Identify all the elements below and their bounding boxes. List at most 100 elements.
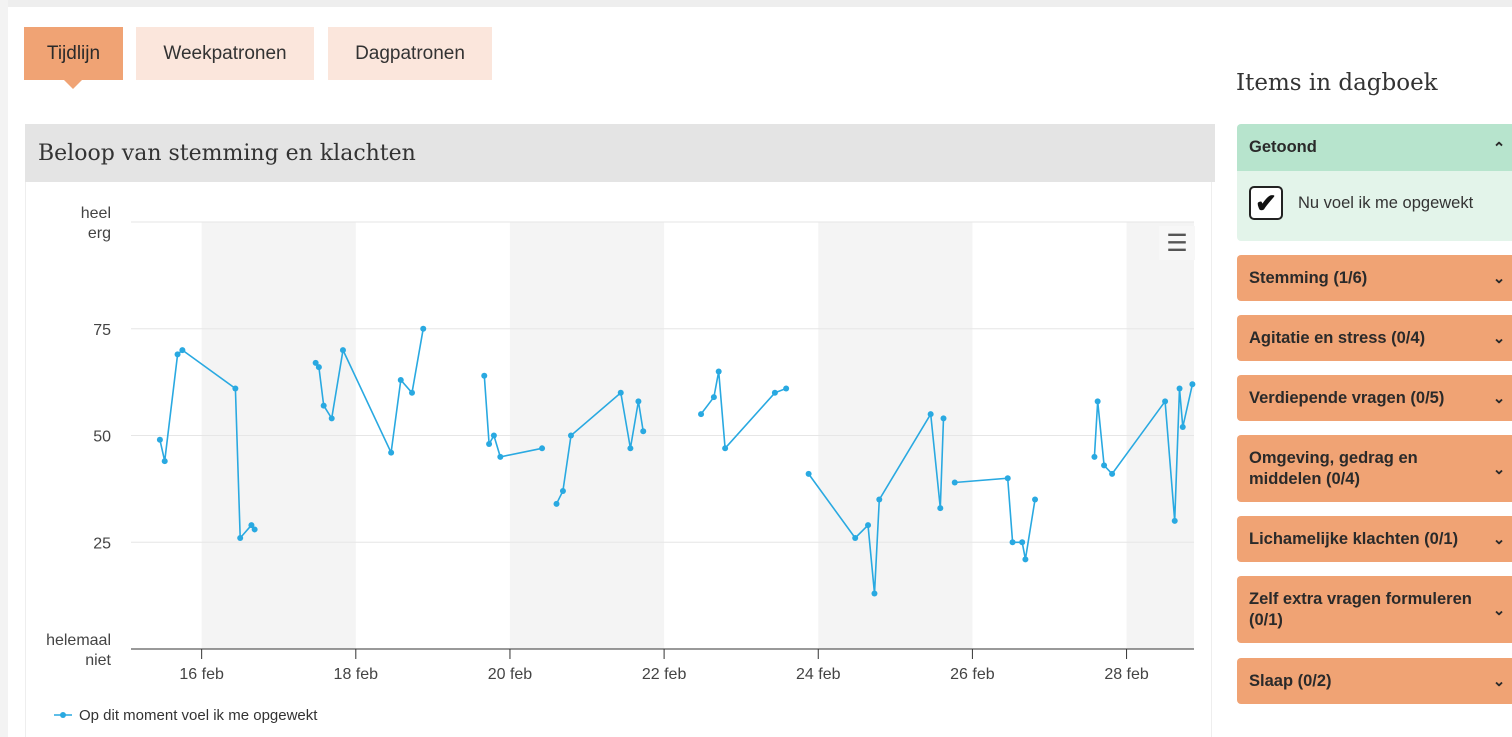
data-point: [1176, 385, 1183, 392]
accordion-label: Slaap (0/2): [1249, 671, 1332, 690]
data-point: [1189, 381, 1196, 388]
accordion-getoond[interactable]: Getoond ⌃: [1237, 124, 1512, 171]
data-point: [852, 534, 859, 541]
data-point: [567, 432, 574, 439]
data-point: [783, 385, 790, 392]
accordion-label: Lichamelijke klachten (0/1): [1249, 529, 1459, 548]
data-point: [698, 411, 705, 418]
accordion-label: Stemming (1/6): [1249, 268, 1368, 287]
data-point: [420, 325, 427, 332]
data-point: [553, 500, 560, 507]
data-point: [312, 359, 319, 366]
series-line: [700, 371, 787, 451]
item-checkbox-opgewekt[interactable]: ✔: [1249, 186, 1283, 220]
series-line: [807, 411, 945, 594]
y-tick-label: heel erg: [81, 205, 111, 242]
accordion-stemming[interactable]: Stemming (1/6) ⌄: [1237, 255, 1512, 301]
chevron-down-icon: ⌄: [1492, 270, 1506, 287]
data-point: [937, 505, 944, 512]
accordion-label: Getoond: [1249, 138, 1317, 156]
data-point: [497, 453, 504, 460]
data-point: [927, 411, 934, 418]
data-point: [940, 415, 947, 422]
data-point: [328, 415, 335, 422]
legend-symbol-dot: [60, 712, 66, 718]
x-tick-label: 22 feb: [642, 666, 687, 683]
y-tick-label: 75: [93, 322, 111, 339]
accordion-verdiepende-vragen[interactable]: Verdiepende vragen (0/5) ⌄: [1237, 375, 1512, 421]
data-point: [635, 398, 642, 405]
accordion-lichamelijke-klachten[interactable]: Lichamelijke klachten (0/1) ⌄: [1237, 516, 1512, 562]
data-point: [315, 364, 322, 371]
data-point: [1094, 398, 1101, 405]
data-point: [871, 590, 878, 597]
x-tick-label: 16 feb: [179, 666, 224, 683]
data-point: [710, 394, 717, 401]
panel-title: Beloop van stemming en klachten: [25, 124, 1215, 182]
chart-container: helemaal niet 25 50 75 heel erg 16 feb 18 feb 20 …: [25, 182, 1212, 737]
data-point: [805, 470, 812, 477]
data-point: [397, 376, 404, 383]
data-point: [486, 441, 493, 448]
data-point: [1009, 539, 1016, 546]
chevron-down-icon: ⌄: [1492, 390, 1506, 407]
chevron-down-icon: ⌄: [1492, 330, 1506, 347]
chevron-down-icon: ⌄: [1492, 531, 1506, 548]
data-point: [174, 351, 181, 358]
chevron-down-icon: ⌄: [1492, 673, 1506, 690]
data-point: [1022, 556, 1029, 563]
data-point: [248, 522, 255, 529]
accordion-zelf-extra-vragen[interactable]: Zelf extra vragen formuleren (0/1) ⌄: [1237, 576, 1512, 643]
timeline-chart: helemaal niet 25 50 75 heel erg 16 feb 18 feb 20 …: [46, 205, 1196, 724]
data-point: [1091, 453, 1098, 460]
tab-weekpatronen[interactable]: Weekpatronen: [136, 27, 314, 80]
data-point: [1109, 470, 1116, 477]
left-band: [0, 0, 8, 737]
data-point: [722, 445, 729, 452]
data-point: [320, 402, 327, 409]
accordion-label: Verdiepende vragen (0/5): [1249, 388, 1445, 407]
data-point: [539, 445, 546, 452]
hamburger-menu-icon: ☰: [1166, 229, 1188, 257]
x-tick-label: 28 feb: [1104, 666, 1149, 683]
data-point: [715, 368, 722, 375]
legend-label: Op dit moment voel ik me opgewekt: [79, 707, 318, 724]
data-point: [156, 436, 163, 443]
y-tick-label: 25: [93, 535, 111, 552]
data-point: [339, 347, 346, 354]
data-point: [179, 347, 186, 354]
data-point: [1162, 398, 1169, 405]
x-tick-label: 18 feb: [334, 666, 379, 683]
data-point: [161, 458, 168, 465]
data-point: [771, 389, 778, 396]
chevron-down-icon: ⌄: [1492, 601, 1506, 619]
x-tick-label: 24 feb: [796, 666, 841, 683]
sidebar-title: Items in dagboek: [1236, 70, 1438, 96]
data-point: [409, 389, 416, 396]
top-band: [0, 0, 1512, 7]
y-tick-label: 50: [93, 429, 111, 446]
data-point: [617, 389, 624, 396]
tab-dagpatronen[interactable]: Dagpatronen: [328, 27, 492, 80]
y-tick-label: helemaal niet: [46, 632, 111, 669]
accordion-label: Omgeving, gedrag en middelen (0/4): [1249, 448, 1418, 488]
data-point: [876, 496, 883, 503]
chart-menu-button[interactable]: ☰: [1159, 226, 1195, 260]
x-tick-label: 26 feb: [950, 666, 995, 683]
checkmark-icon: ✔: [1255, 187, 1277, 218]
accordion-slaap[interactable]: Slaap (0/2) ⌄: [1237, 658, 1512, 704]
data-point: [627, 445, 634, 452]
data-point: [640, 428, 647, 435]
accordion-omgeving[interactable]: Omgeving, gedrag en middelen (0/4) ⌄: [1237, 435, 1512, 502]
data-point: [1171, 517, 1178, 524]
data-point: [1019, 539, 1026, 546]
shown-items-panel: ✔ Nu voel ik me opgewekt: [1237, 171, 1512, 241]
chevron-down-icon: ⌄: [1492, 460, 1506, 478]
accordion-agitatie[interactable]: Agitatie en stress (0/4) ⌄: [1237, 315, 1512, 361]
tab-tijdlijn[interactable]: Tijdlijn: [24, 27, 123, 89]
chevron-up-icon: ⌃: [1492, 139, 1506, 157]
data-point: [559, 488, 566, 495]
data-point: [865, 522, 872, 529]
data-point: [237, 534, 244, 541]
data-point: [251, 526, 258, 533]
